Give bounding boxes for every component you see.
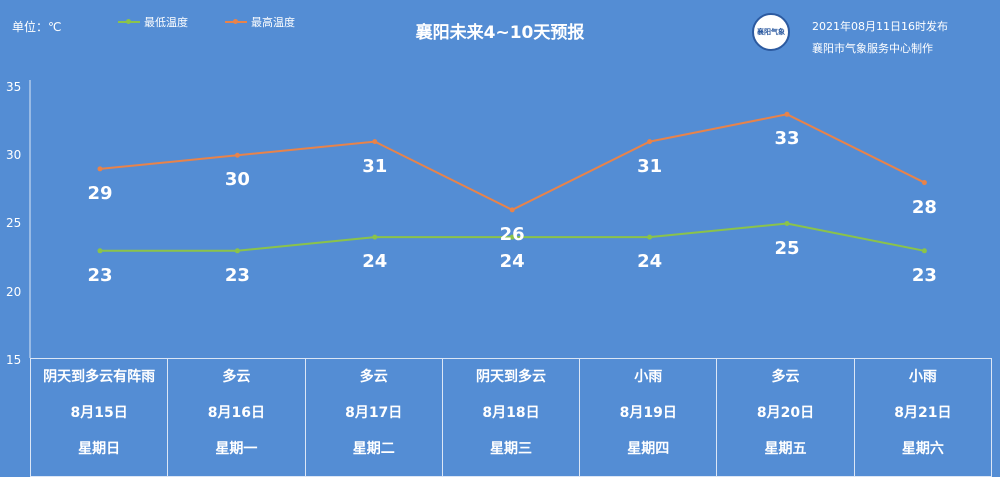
weather-text: 多云: [771, 369, 800, 385]
weather-text: 阴天到多云有阵雨: [43, 369, 156, 385]
issue-info: 2021年08月11日16时发布 襄阳市气象服务中心制作: [812, 16, 948, 60]
low-temp-point: [647, 234, 653, 240]
low-temp-point: [234, 248, 240, 254]
y-tick-label: 15: [6, 353, 22, 367]
low-temp-value: 25: [774, 237, 800, 259]
day-cell: 多云 8月20日 星期五: [716, 358, 855, 477]
weekday-text: 星期二: [352, 441, 395, 457]
high-temp-point: [647, 139, 653, 145]
weather-text: 阴天到多云: [475, 369, 546, 385]
low-temp-point: [372, 234, 378, 240]
weather-text: 多云: [359, 369, 388, 385]
legend-low: 最低温度: [118, 14, 188, 30]
weekday-text: 星期三: [489, 441, 532, 457]
issue-maker: 襄阳市气象服务中心制作: [812, 42, 933, 55]
y-tick-label: 20: [6, 285, 22, 299]
date-text: 8月19日: [619, 405, 677, 421]
data-points: [97, 111, 927, 254]
low-temp-value: 23: [911, 264, 937, 286]
unit-label: 单位：℃: [12, 20, 62, 34]
day-cell: 小雨 8月19日 星期四: [579, 358, 718, 477]
y-tick-label: 30: [6, 148, 22, 162]
chart-title: 襄阳未来4~10天预报: [415, 23, 585, 43]
high-temp-value: 31: [637, 155, 663, 177]
date-text: 8月16日: [207, 405, 266, 421]
legend-high: 最高温度: [225, 14, 295, 30]
weather-text: 小雨: [634, 369, 663, 385]
forecast-row: 阴天到多云有阵雨 8月15日 星期日 多云 8月16日 星期一 多云 8月17日…: [29, 358, 993, 477]
high-temp-value: 31: [362, 155, 388, 177]
weather-bureau-logo: 襄阳气象: [752, 13, 790, 51]
low-temp-value: 23: [87, 264, 113, 286]
weekday-text: 星期一: [215, 441, 258, 457]
logo-text: 襄阳气象: [757, 28, 785, 36]
low-temp-value: 23: [224, 264, 250, 286]
high-temp-value: 26: [499, 223, 525, 245]
y-tick-label: 35: [6, 80, 22, 94]
high-temp-value: 28: [911, 196, 937, 218]
high-temperature-line: [99, 113, 925, 211]
weather-text: 小雨: [908, 369, 937, 385]
weekday-text: 星期五: [764, 441, 807, 457]
day-cell: 阴天到多云有阵雨 8月15日 星期日: [29, 358, 169, 477]
date-text: 8月15日: [70, 405, 128, 421]
high-temp-value: 29: [87, 182, 113, 204]
low-temp-point: [921, 248, 927, 254]
date-text: 8月18日: [482, 405, 540, 421]
high-temp-point: [97, 166, 103, 172]
low-temp-value: 24: [362, 251, 388, 273]
date-text: 8月17日: [345, 405, 403, 421]
day-cell: 阴天到多云 8月18日 星期三: [441, 358, 581, 477]
weekday-text: 星期四: [627, 441, 670, 457]
day-cell: 多云 8月17日 星期二: [304, 358, 443, 477]
date-text: 8月20日: [756, 405, 815, 421]
high-temp-value: 33: [774, 128, 800, 150]
y-tick-label: 25: [6, 216, 22, 230]
low-temp-point: [784, 221, 790, 226]
weekday-text: 星期日: [78, 441, 121, 457]
forecast-table: 阴天到多云有阵雨 8月15日 星期日 多云 8月16日 星期一 多云 8月17日…: [29, 358, 993, 477]
issue-time: 2021年08月11日16时发布: [812, 20, 948, 33]
low-temp-value: 24: [499, 251, 525, 273]
day-cell: 小雨 8月21日 星期六: [853, 358, 993, 477]
legend-high-swatch: [225, 19, 247, 24]
date-text: 8月21日: [894, 405, 952, 421]
legend-low-label: 最低温度: [144, 16, 188, 29]
weather-text: 多云: [222, 369, 251, 385]
high-temp-point: [921, 180, 927, 186]
legend-low-swatch: [118, 19, 140, 24]
low-temp-point: [509, 234, 515, 240]
high-temp-point: [234, 152, 240, 158]
day-cell: 多云 8月16日 星期一: [167, 358, 306, 477]
high-temp-point: [372, 139, 378, 145]
high-temp-value: 30: [224, 169, 250, 191]
weekday-text: 星期六: [901, 441, 944, 457]
high-temp-point: [509, 207, 515, 213]
low-temp-point: [97, 248, 103, 254]
low-temp-value: 24: [637, 251, 663, 273]
legend-high-label: 最高温度: [251, 16, 295, 29]
high-temp-point: [784, 111, 790, 117]
